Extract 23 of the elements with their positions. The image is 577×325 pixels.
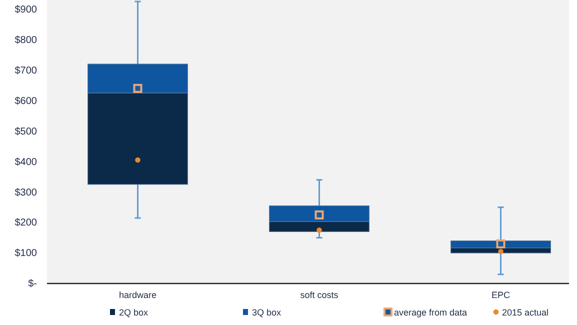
point [316,228,322,233]
legend-label: average from data [394,308,468,318]
point [498,248,504,254]
y-tick-label: $800 [14,34,38,46]
y-tick-label: $700 [14,65,38,76]
x-tick-label: EPC [491,290,510,300]
point [496,239,506,248]
x-tick-label: hardware [118,290,157,300]
y-tick-label: $500 [14,126,38,138]
y-tick-label: $400 [14,156,38,168]
y-tick-label: $- [28,278,37,290]
legend-label: 2Q box [119,308,149,318]
point [135,157,140,163]
x-tick-label: soft costs [300,290,339,300]
y-tick-label: $600 [14,96,38,107]
point [133,84,142,93]
y-tick-label: $900 [14,4,38,16]
point [314,210,324,220]
legend-label: 3Q box [252,308,282,318]
legend-label: 2015 actual [502,308,549,318]
y-tick-label: $200 [14,218,38,229]
y-tick-label: $100 [14,248,38,260]
y-tick-label: $300 [14,187,38,198]
